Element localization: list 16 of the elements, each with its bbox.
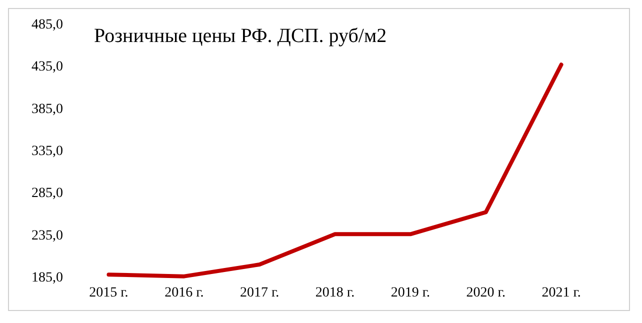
x-tick-label: 2018 г. <box>315 286 355 300</box>
y-tick-label: 185,0 <box>32 270 63 286</box>
y-tick-label: 435,0 <box>32 60 63 75</box>
y-tick-label: 335,0 <box>32 144 63 159</box>
chart-title: Розничные цены РФ. ДСП. руб/м2 <box>94 25 387 47</box>
x-tick-label: 2019 г. <box>390 286 430 300</box>
x-tick-label: 2021 г. <box>542 286 581 300</box>
y-tick-label: 385,0 <box>32 102 63 117</box>
x-tick-label: 2015 г. <box>89 286 128 300</box>
y-tick-label: 485,0 <box>32 18 63 32</box>
y-tick-label: 235,0 <box>32 228 63 244</box>
y-tick-label: 285,0 <box>32 186 63 202</box>
x-tick-label: 2016 г. <box>164 286 204 300</box>
x-tick-label: 2017 г. <box>240 286 280 300</box>
x-tick-label: 2020 г. <box>466 286 506 300</box>
line-series <box>106 62 564 278</box>
